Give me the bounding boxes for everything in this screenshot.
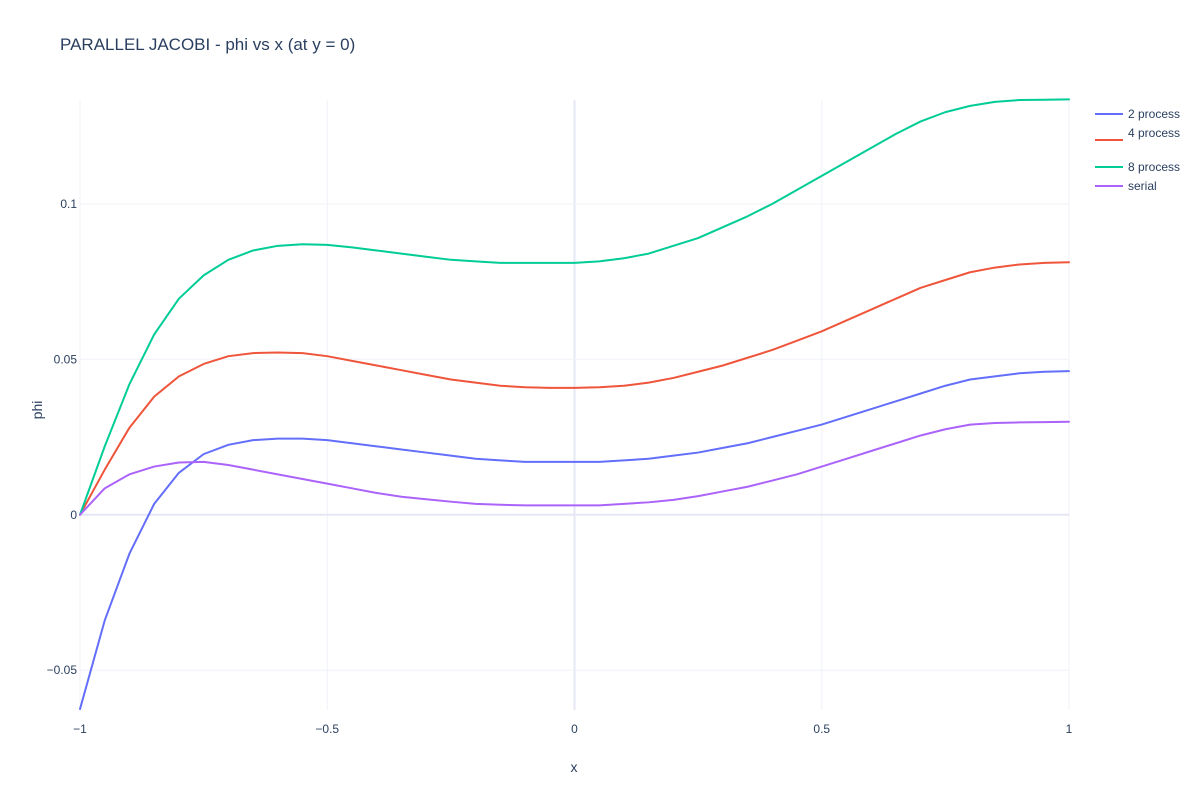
legend-label: 4 process	[1128, 126, 1180, 140]
y-tick-label: 0	[70, 508, 77, 522]
plot-area	[79, 98, 1070, 711]
x-tick-label: 1	[1066, 722, 1073, 736]
legend-label: 8 process	[1128, 160, 1180, 174]
legend-item-2-process[interactable]: 2 process	[1095, 107, 1180, 121]
series-line-2-process	[79, 370, 1070, 711]
axis-ticks: −1 −0.5 0 0.5 1 −0.05 0 0.05 0.1	[47, 197, 1073, 736]
x-tick-label: −0.5	[315, 722, 339, 736]
series-line-8-process	[79, 98, 1070, 516]
legend[interactable]: 2 process 4 process 8 process serial	[1095, 107, 1180, 193]
y-tick-label: 0.05	[54, 352, 78, 366]
x-tick-label: 0	[571, 722, 578, 736]
legend-item-4-process[interactable]: 4 process	[1095, 126, 1180, 141]
y-tick-label: −0.05	[47, 663, 78, 677]
legend-label: serial	[1128, 179, 1157, 193]
legend-item-serial[interactable]: serial	[1095, 179, 1157, 193]
chart-title: PARALLEL JACOBI - phi vs x (at y = 0)	[60, 35, 355, 54]
legend-item-8-process[interactable]: 8 process	[1095, 160, 1180, 174]
series-line-4-process	[79, 261, 1070, 516]
series-line-serial	[79, 420, 1070, 516]
y-tick-label: 0.1	[60, 197, 77, 211]
x-tick-label: 0.5	[813, 722, 830, 736]
x-tick-label: −1	[73, 722, 87, 736]
legend-label: 2 process	[1128, 107, 1180, 121]
grid	[79, 100, 1070, 710]
x-axis-title: x	[571, 759, 578, 775]
y-axis-title: phi	[29, 401, 45, 420]
